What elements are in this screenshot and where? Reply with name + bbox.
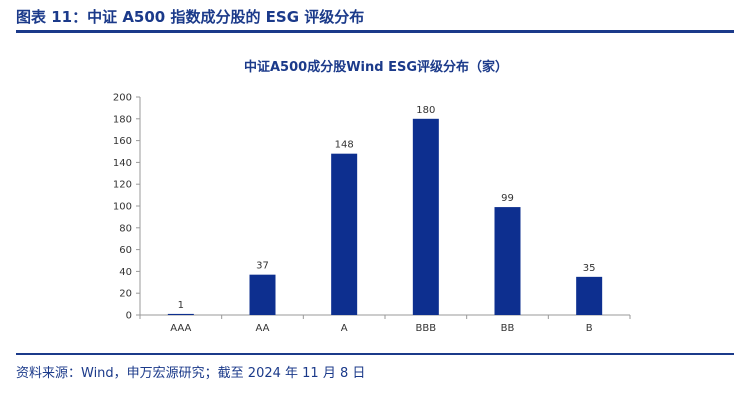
data-label-bb: 99 xyxy=(501,193,514,204)
data-label-bbb: 180 xyxy=(416,105,435,116)
x-tick-label: AAA xyxy=(170,323,191,334)
source-note: 资料来源：Wind，申万宏源研究；截至 2024 年 11 月 8 日 xyxy=(16,366,366,381)
y-tick-label: 200 xyxy=(113,93,132,104)
y-tick-label: 160 xyxy=(113,136,132,147)
y-tick-label: 140 xyxy=(113,158,132,169)
y-axis: 0 20 40 60 80 100 120 140 160 180 200 xyxy=(113,93,141,322)
bar-bb xyxy=(494,207,521,315)
x-tick-label: A xyxy=(341,323,348,334)
y-tick-label: 100 xyxy=(113,202,132,213)
footer-divider xyxy=(16,353,734,355)
bar-a xyxy=(331,153,358,315)
x-tick-label: BBB xyxy=(416,323,437,334)
x-axis: AAA AA A BBB BB B xyxy=(139,314,631,334)
y-tick-label: 20 xyxy=(119,289,132,300)
bars xyxy=(167,118,603,315)
bar-b xyxy=(576,276,603,315)
title-divider xyxy=(16,30,734,33)
bar-bbb xyxy=(412,118,439,315)
data-label-aaa: 1 xyxy=(178,300,184,311)
bar-aa xyxy=(249,274,276,315)
x-tick-label: AA xyxy=(256,323,270,334)
x-tick-label: BB xyxy=(501,323,515,334)
data-label-a: 148 xyxy=(335,140,354,151)
data-labels: 1 37 148 180 99 35 xyxy=(178,105,596,311)
chart-title: 中证A500成分股Wind ESG评级分布（家） xyxy=(244,59,508,75)
bar-aaa xyxy=(167,313,194,315)
data-label-b: 35 xyxy=(583,263,596,274)
y-tick-label: 120 xyxy=(113,180,132,191)
y-tick-label: 60 xyxy=(119,245,132,256)
data-label-aa: 37 xyxy=(256,261,269,272)
y-tick-label: 180 xyxy=(113,114,132,125)
y-tick-label: 40 xyxy=(119,267,132,278)
x-tick-label: B xyxy=(586,323,593,334)
y-tick-label: 0 xyxy=(126,311,132,322)
y-tick-label: 80 xyxy=(119,223,132,234)
figure-title: 图表 11：中证 A500 指数成分股的 ESG 评级分布 xyxy=(16,8,365,26)
